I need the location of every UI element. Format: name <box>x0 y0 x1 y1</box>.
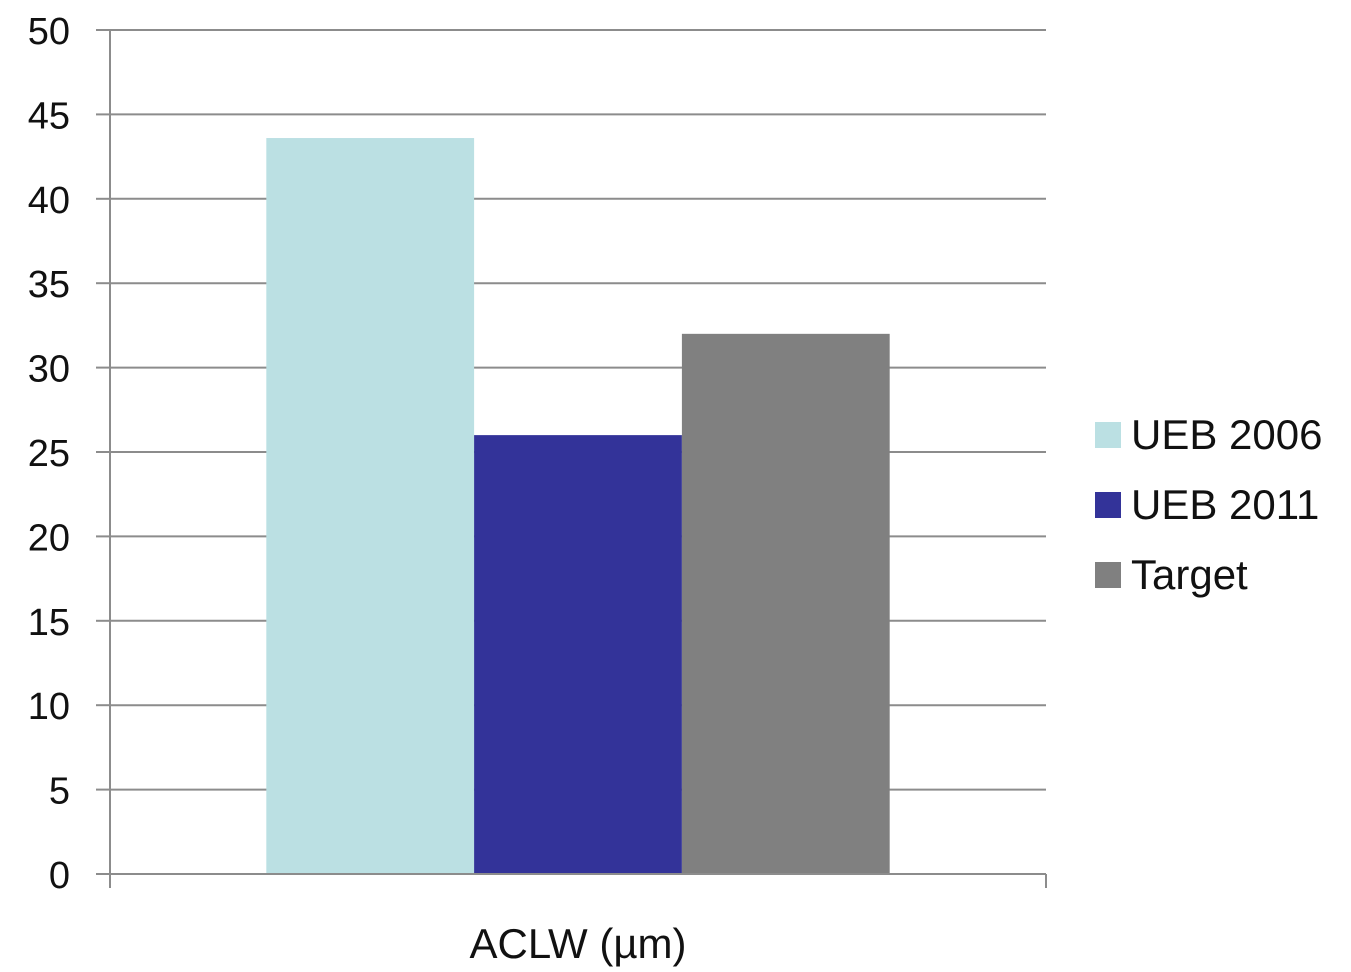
legend-swatch <box>1095 562 1121 588</box>
legend-label: UEB 2011 <box>1131 481 1320 528</box>
y-tick-label: 50 <box>28 11 70 53</box>
y-tick-label: 40 <box>28 180 70 222</box>
x-category-label: ACLW (µm) <box>469 920 686 967</box>
legend-label: UEB 2006 <box>1131 411 1323 458</box>
category-labels: ACLW (µm) <box>469 920 686 967</box>
bar-ueb-2011 <box>474 435 682 874</box>
bar-target <box>681 333 890 875</box>
y-tick-label: 20 <box>28 517 70 559</box>
y-tick-labels: 0 5 10 15 20 25 30 35 40 45 50 <box>28 11 70 897</box>
legend-item: Target <box>1095 540 1322 610</box>
y-tick-label: 0 <box>49 855 70 897</box>
bars <box>266 138 890 875</box>
legend-swatch <box>1095 492 1121 518</box>
y-tick-label: 35 <box>28 264 70 306</box>
y-tick-label: 30 <box>28 349 70 391</box>
y-tick-label: 10 <box>28 686 70 728</box>
axes <box>96 29 1047 888</box>
legend-item: UEB 2011 <box>1095 470 1322 540</box>
y-tick-label: 15 <box>28 602 70 644</box>
legend-label: Target <box>1131 551 1248 598</box>
legend: UEB 2006 UEB 2011 Target <box>1095 400 1322 610</box>
legend-swatch <box>1095 422 1121 448</box>
legend-item: UEB 2006 <box>1095 400 1322 470</box>
y-tick-label: 25 <box>28 433 70 475</box>
bar-ueb-2006 <box>266 138 475 875</box>
y-tick-label: 5 <box>49 771 70 813</box>
y-tick-label: 45 <box>28 95 70 137</box>
